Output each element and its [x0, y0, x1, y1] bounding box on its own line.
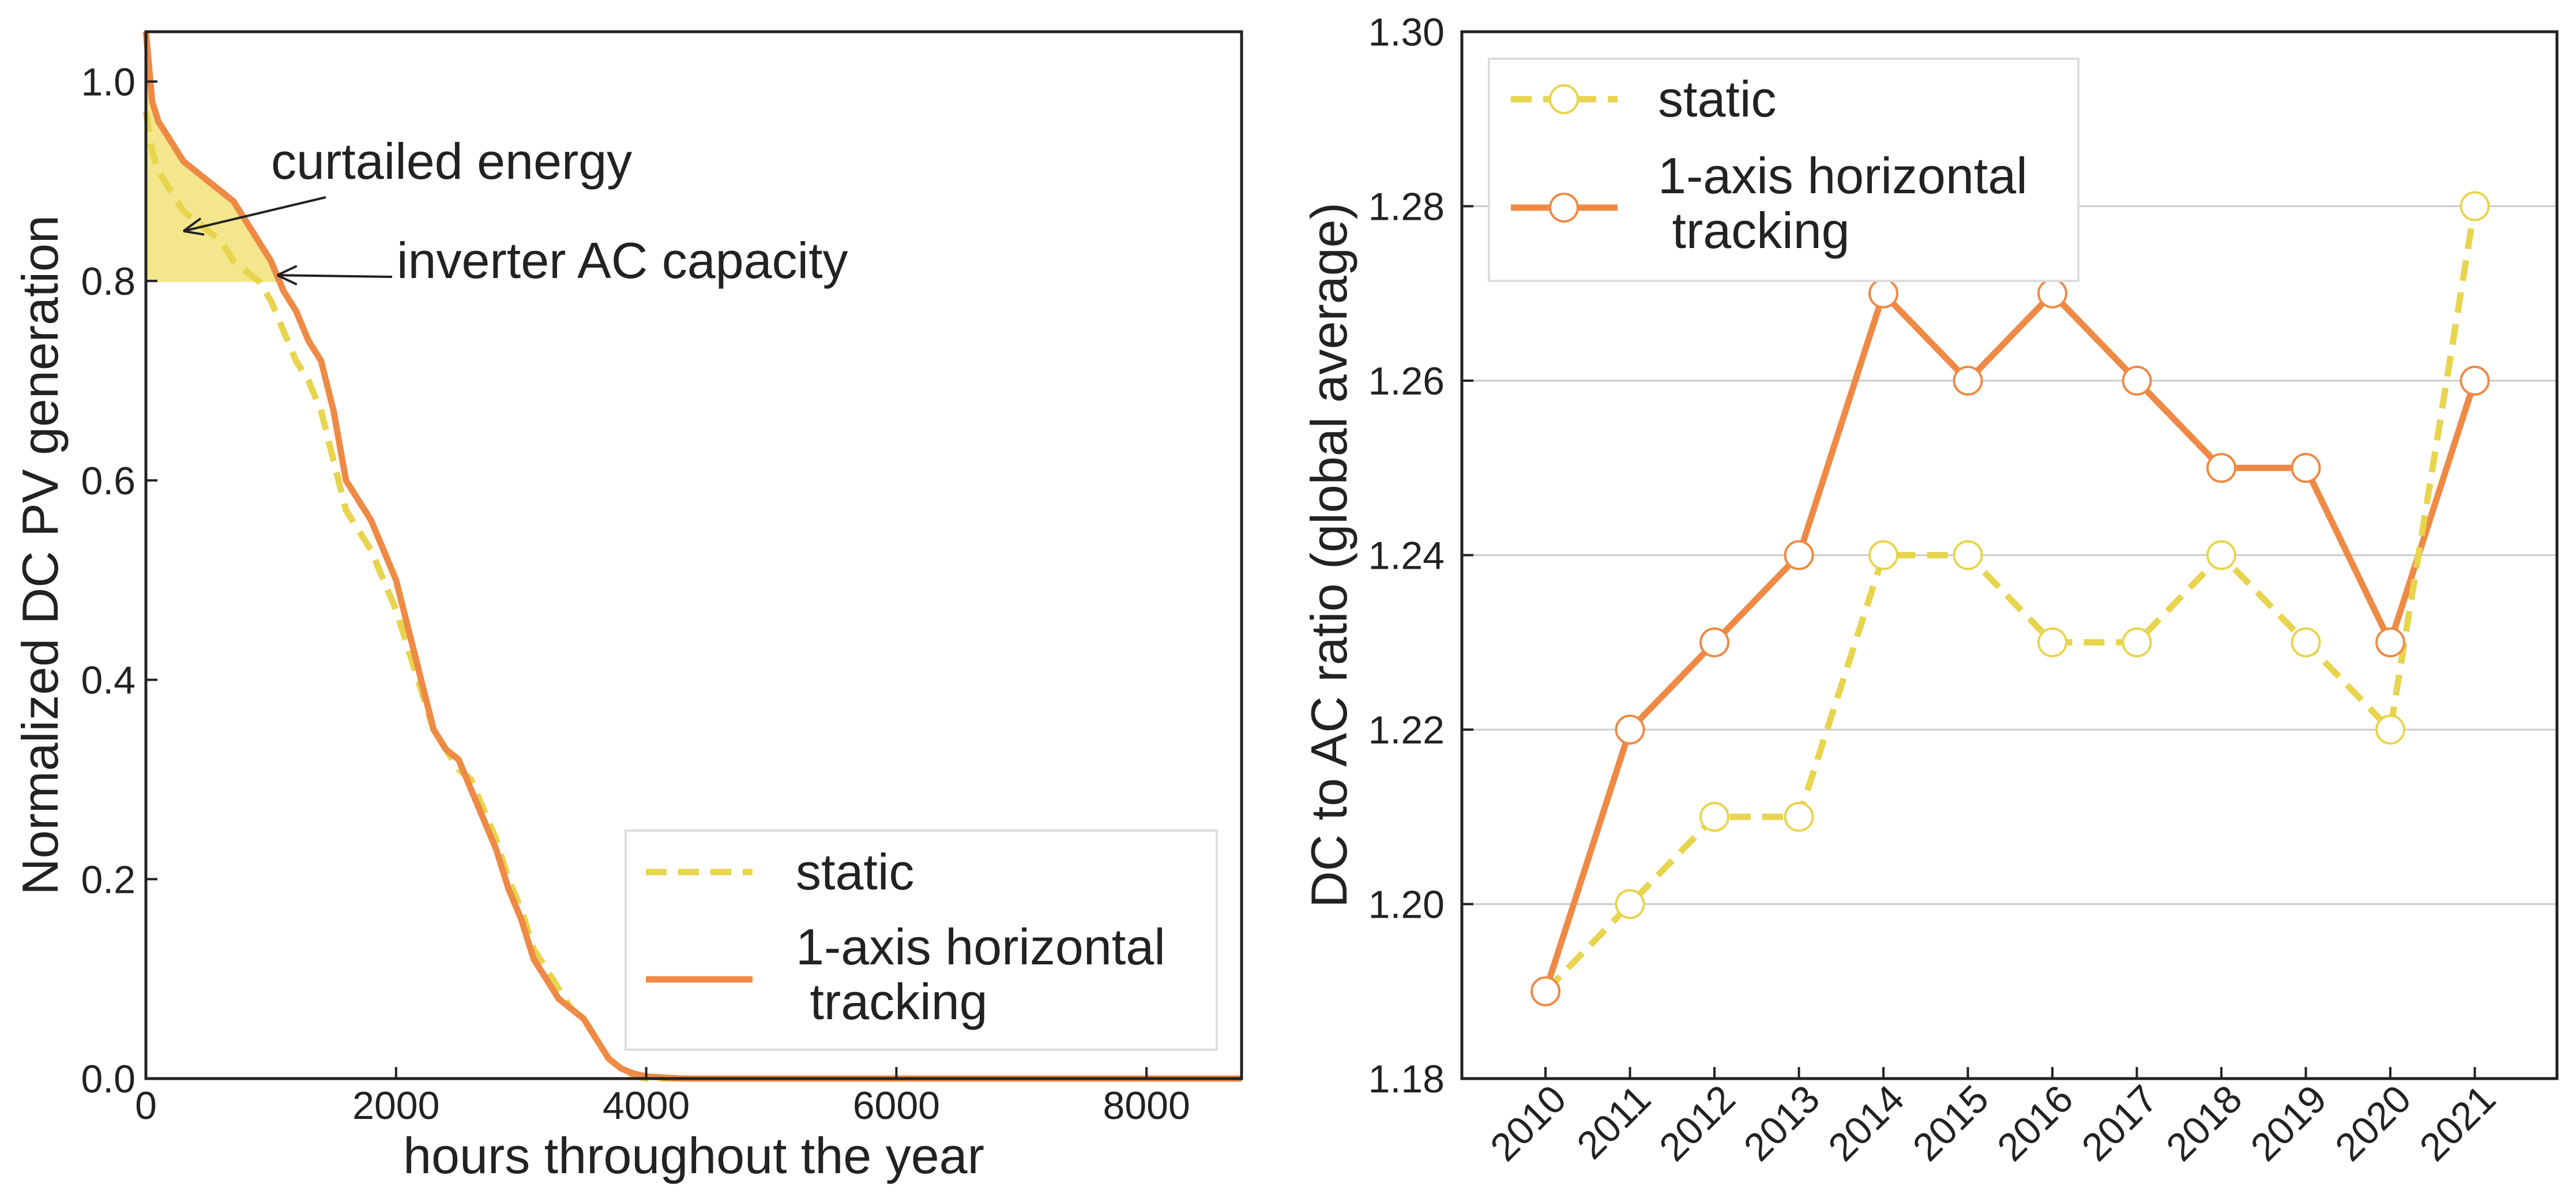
- legend-box: [625, 829, 1218, 1051]
- data-point-static: [1953, 540, 1983, 570]
- data-point-static: [2291, 627, 2321, 658]
- data-point-static: [2122, 627, 2152, 658]
- data-point-tracking: [1615, 715, 1645, 745]
- y-tick-label: 0.4: [81, 659, 136, 703]
- data-point-tracking: [2037, 278, 2067, 309]
- annotation-arrow-inverter: [277, 274, 393, 278]
- data-point-tracking: [1530, 976, 1560, 1006]
- series-line-static: [1543, 205, 2478, 994]
- data-point-static: [2375, 715, 2405, 745]
- y-tick-label: 1.24: [1368, 534, 1445, 578]
- legend-label-static: static: [1658, 70, 1776, 127]
- data-point-static: [1699, 802, 1729, 832]
- series-line-tracking: [142, 31, 1242, 1082]
- data-point-static: [2206, 540, 2236, 570]
- annotation-arrow-curtailed: [183, 196, 326, 232]
- x-tick-label: 2014: [1820, 1077, 1913, 1170]
- data-point-tracking: [1699, 627, 1729, 658]
- y-tick-label: 1.0: [81, 60, 136, 104]
- y-axis-label: DC to AC ratio (global average): [1300, 202, 1357, 908]
- data-point-tracking: [1784, 540, 1814, 570]
- data-point-static: [1615, 889, 1645, 919]
- legend-label-static: static: [796, 843, 914, 900]
- annotation-arrowhead-inverter: [276, 265, 298, 286]
- legend-marker-tracking: [1549, 193, 1579, 223]
- plot-frame: [144, 30, 1243, 1080]
- y-tick-label: 1.18: [1368, 1057, 1445, 1101]
- x-tick-label: 4000: [603, 1084, 690, 1128]
- x-tick-label: 8000: [1103, 1084, 1190, 1128]
- x-tick-label: 2011: [1569, 1077, 1659, 1167]
- y-tick-label: 1.28: [1368, 185, 1445, 229]
- data-point-tracking: [2206, 453, 2236, 483]
- data-point-tracking: [2375, 627, 2405, 658]
- annotation-curtailed-energy: curtailed energy: [271, 133, 632, 190]
- x-tick-label: 2018: [2158, 1077, 2251, 1170]
- y-tick-label: 1.30: [1368, 10, 1445, 54]
- data-point-tracking: [2460, 366, 2490, 396]
- legend-marker-static: [1549, 84, 1579, 114]
- x-tick-label: 2020: [2327, 1077, 2420, 1170]
- series-line-tracking: [1542, 290, 2478, 993]
- data-point-tracking: [1953, 366, 1983, 396]
- data-point-static: [2460, 191, 2490, 221]
- x-tick-label: 2021: [2411, 1077, 2504, 1170]
- y-tick-label: 0.8: [81, 260, 136, 303]
- data-point-static: [2037, 627, 2067, 658]
- legend-box: [1488, 58, 2079, 282]
- chart-left: 0 2000 4000 6000 8000 0.0 0.2 0.4 0.6 0.8 1.0 hours…: [12, 30, 1243, 1184]
- data-point-tracking: [2291, 453, 2321, 483]
- y-tick-label: 1.20: [1368, 883, 1445, 927]
- x-tick-label: 2017: [2073, 1077, 2166, 1170]
- legend-label-tracking: 1-axis horizontal tracking: [796, 918, 1165, 1030]
- x-axis-label: hours throughout the year: [403, 1127, 984, 1184]
- text-line: tracking: [1658, 202, 1850, 259]
- data-point-tracking: [2122, 366, 2152, 396]
- chart-right: 2010201120122013201420152016201720182019…: [1300, 10, 2559, 1170]
- x-tick-label: 2013: [1735, 1077, 1828, 1170]
- data-point-static: [1868, 540, 1898, 570]
- text-line: 1-axis horizontal: [1658, 147, 2028, 204]
- y-tick-label: 1.26: [1368, 359, 1445, 403]
- x-tick-label: 2000: [352, 1084, 439, 1128]
- y-tick-label: 1.22: [1368, 708, 1445, 752]
- data-point-tracking: [1868, 278, 1898, 309]
- x-tick-label: 2015: [1904, 1077, 1997, 1170]
- x-tick-label: 0: [135, 1084, 157, 1128]
- text-line: 1-axis horizontal: [796, 918, 1165, 975]
- y-tick-label: 0.6: [81, 459, 136, 503]
- text-line: tracking: [796, 973, 988, 1030]
- annotation-arrowhead-curtailed: [182, 217, 205, 236]
- y-tick-label: 0.2: [81, 858, 136, 902]
- x-tick-label: 2019: [2242, 1077, 2335, 1170]
- x-tick-label: 2010: [1482, 1077, 1575, 1170]
- data-point-static: [1784, 802, 1814, 832]
- y-axis-label: Normalized DC PV generation: [12, 215, 69, 895]
- x-tick-label: 2016: [1989, 1077, 2082, 1170]
- y-tick-label: 0.0: [81, 1057, 136, 1101]
- x-tick-label: 6000: [853, 1084, 940, 1128]
- annotation-inverter-capacity: inverter AC capacity: [397, 232, 848, 289]
- legend-label-tracking: 1-axis horizontal tracking: [1658, 147, 2028, 259]
- x-tick-label: 2012: [1651, 1077, 1744, 1170]
